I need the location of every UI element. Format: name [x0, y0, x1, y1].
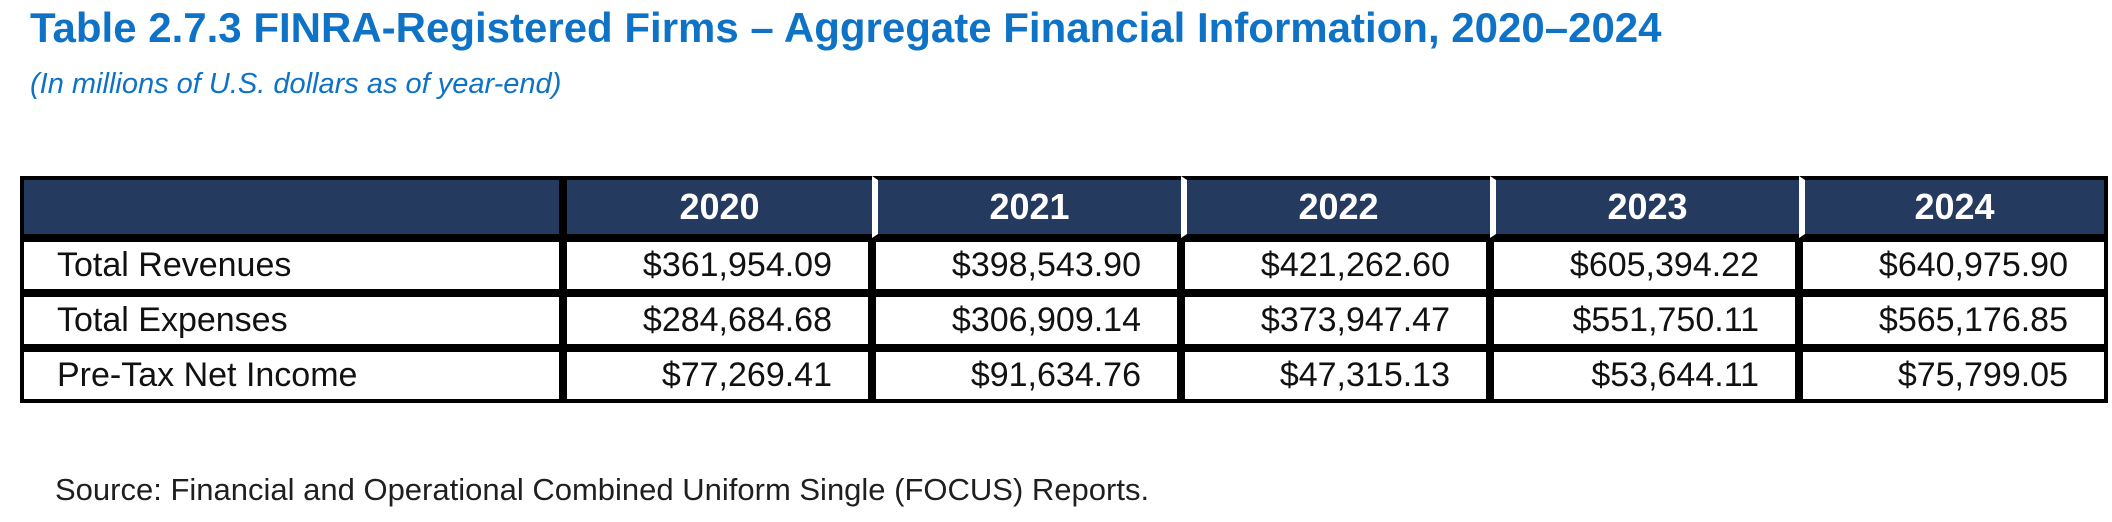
financial-table: 2020 2021 2022 2023 2024 Total Revenues …: [20, 176, 2108, 403]
year-header-2020: 2020: [563, 176, 872, 238]
cell-value: $605,394.22: [1490, 238, 1799, 293]
corner-header-cell: [20, 176, 563, 238]
page-subtitle: (In millions of U.S. dollars as of year-…: [30, 68, 562, 100]
row-label: Total Revenues: [20, 238, 563, 293]
table-row-total-expenses: Total Expenses $284,684.68 $306,909.14 $…: [20, 293, 2108, 348]
cell-value: $77,269.41: [563, 348, 872, 403]
table-row-pretax-net-income: Pre-Tax Net Income $77,269.41 $91,634.76…: [20, 348, 2108, 403]
year-header-2024: 2024: [1799, 176, 2108, 238]
cell-value: $284,684.68: [563, 293, 872, 348]
cell-value: $421,262.60: [1181, 238, 1490, 293]
cell-value: $361,954.09: [563, 238, 872, 293]
cell-value: $551,750.11: [1490, 293, 1799, 348]
cell-value: $75,799.05: [1799, 348, 2108, 403]
cell-value: $565,176.85: [1799, 293, 2108, 348]
cell-value: $47,315.13: [1181, 348, 1490, 403]
cell-value: $53,644.11: [1490, 348, 1799, 403]
source-note: Source: Financial and Operational Combin…: [55, 472, 1150, 507]
cell-value: $306,909.14: [872, 293, 1181, 348]
year-header-2022: 2022: [1181, 176, 1490, 238]
year-header-2021: 2021: [872, 176, 1181, 238]
row-label: Pre-Tax Net Income: [20, 348, 563, 403]
cell-value: $398,543.90: [872, 238, 1181, 293]
page-title: Table 2.7.3 FINRA-Registered Firms – Agg…: [30, 4, 1662, 51]
table-row-total-revenues: Total Revenues $361,954.09 $398,543.90 $…: [20, 238, 2108, 293]
year-header-2023: 2023: [1490, 176, 1799, 238]
table-header-row: 2020 2021 2022 2023 2024: [20, 176, 2108, 238]
cell-value: $91,634.76: [872, 348, 1181, 403]
cell-value: $640,975.90: [1799, 238, 2108, 293]
cell-value: $373,947.47: [1181, 293, 1490, 348]
row-label: Total Expenses: [20, 293, 563, 348]
